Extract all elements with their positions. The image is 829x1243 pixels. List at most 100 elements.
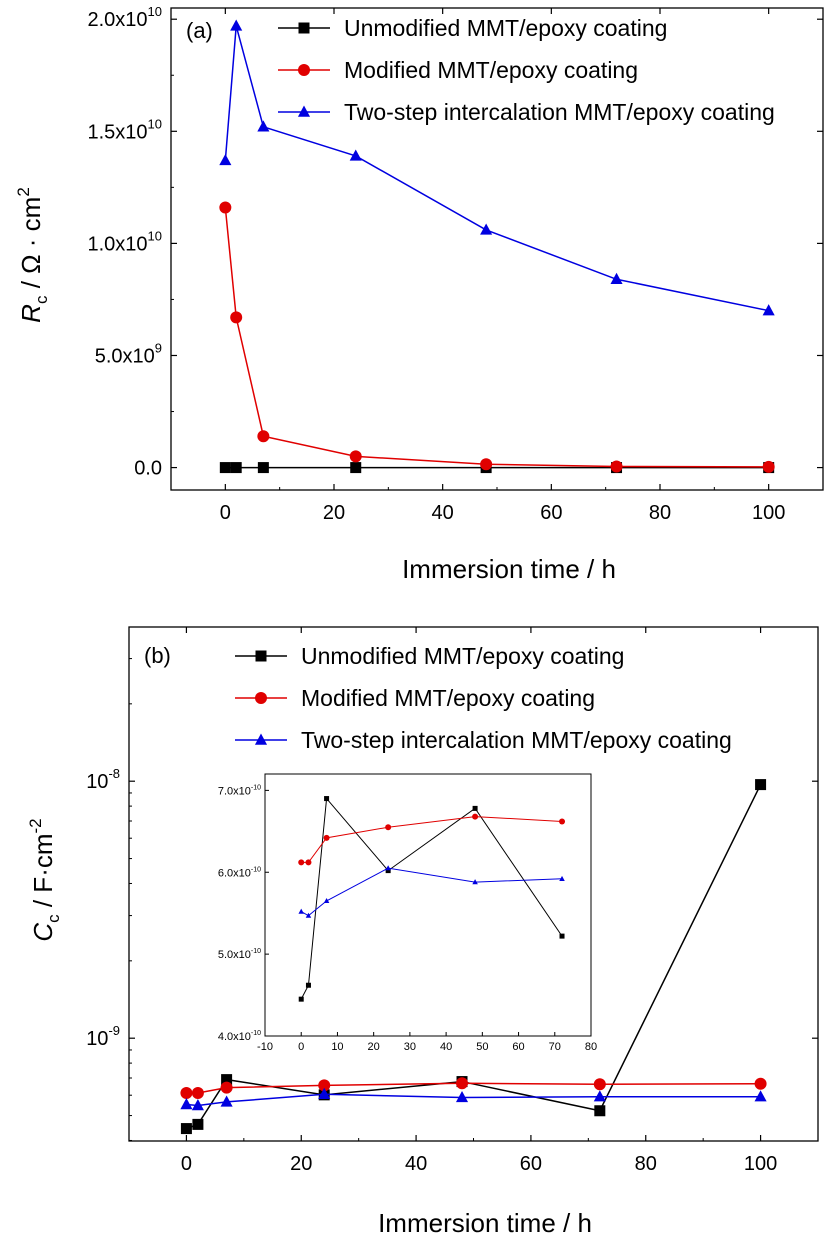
- panel-b-ylabel-sub: c: [44, 914, 63, 923]
- inset-y-tick-label: 5.0x10-10: [218, 948, 261, 961]
- y-tick-label-exp: 10: [148, 116, 162, 131]
- inset-y-tick-label-exp: -10: [251, 784, 261, 791]
- inset-x-tick-label: 40: [440, 1041, 452, 1053]
- y-tick-label-base: 10: [86, 771, 108, 793]
- legend-marker-unmodified: [298, 22, 310, 34]
- legend-marker-two_step: [297, 105, 311, 117]
- inset-x-tick-label: 30: [404, 1041, 416, 1053]
- legend-label-unmodified: Unmodified MMT/epoxy coating: [301, 643, 624, 669]
- inset-modified-data-point: [472, 813, 479, 820]
- y-tick-label-base: 1.5x10: [87, 121, 147, 143]
- two_step-data-point: [754, 1090, 767, 1102]
- panel-a-ylabel-sub: c: [32, 295, 51, 304]
- legend-marker-unmodified: [255, 650, 267, 662]
- panel-a-ylabel-unit: / Ω · cm: [16, 197, 46, 296]
- unmodified-data-point: [192, 1118, 204, 1130]
- inset-two_step-data-point: [472, 879, 478, 885]
- inset-modified-data-point: [385, 824, 392, 831]
- inset-modified-data-point: [298, 859, 305, 866]
- inset-x-tick-label: 70: [549, 1041, 561, 1053]
- y-tick-label: 0.0: [134, 458, 162, 480]
- x-tick-label: 0: [181, 1153, 192, 1175]
- x-tick-label: 100: [744, 1153, 777, 1175]
- inset-x-tick-label: 60: [512, 1041, 524, 1053]
- unmodified-data-point: [594, 1105, 606, 1117]
- inset-x-tick-label: 10: [331, 1041, 343, 1053]
- two_step-data-point: [610, 272, 623, 284]
- two_step-data-point: [593, 1090, 606, 1102]
- inset-unmodified-data-point: [472, 805, 478, 811]
- inset-y-tick-label: 4.0x10-10: [218, 1030, 261, 1043]
- inset-y-tick-label-base: 6.0x10: [218, 867, 251, 879]
- two_step-data-point: [219, 153, 232, 166]
- panel-b-chart: (b) Immersion time / h Cc / F·cm-2 0 20 40…: [26, 626, 819, 1238]
- modified-data-point: [610, 460, 623, 473]
- y-tick-label-exp: -9: [108, 1023, 120, 1038]
- modified-data-point: [219, 201, 232, 214]
- legend-marker-modified: [255, 692, 267, 704]
- y-tick-label-exp: -8: [108, 766, 120, 781]
- modified-data-point: [191, 1087, 204, 1100]
- two_step-data-point: [180, 1098, 193, 1110]
- unmodified-data-point: [257, 462, 269, 474]
- modified-data-point: [180, 1087, 193, 1100]
- two_step-data-point: [762, 304, 775, 316]
- two_step-data-point: [230, 19, 243, 31]
- modified-data-point: [257, 430, 270, 443]
- modified-data-point: [318, 1079, 331, 1092]
- inset-frame: [264, 773, 592, 1037]
- panel-b-ylabel: Cc / F·cm-2: [26, 818, 63, 941]
- x-tick-label: 60: [520, 1153, 542, 1175]
- legend-label-modified: Modified MMT/epoxy coating: [301, 685, 595, 711]
- x-tick-label: 20: [290, 1153, 312, 1175]
- inset-unmodified-data-point: [324, 796, 330, 802]
- modified-data-point: [762, 460, 775, 473]
- panel-a-ylabel-symbol: R: [16, 304, 46, 323]
- x-tick-label: 80: [649, 502, 671, 524]
- legend-label-modified: Modified MMT/epoxy coating: [344, 57, 638, 83]
- two_step-data-point: [318, 1087, 331, 1099]
- y-tick-label: 1.5x1010: [87, 116, 162, 143]
- panel-b-ylabel-sup: -2: [26, 818, 45, 833]
- panel-a-ylabel-sup: 2: [14, 187, 33, 196]
- y-tick-label-base: 1.0x10: [87, 233, 147, 255]
- y-tick-label-exp: 10: [148, 4, 162, 19]
- inset-two_step-data-point: [298, 908, 304, 914]
- modified-data-point: [349, 450, 362, 463]
- y-tick-label: 10-8: [86, 766, 120, 793]
- modified-data-point: [230, 311, 243, 324]
- panel-a-ylabel: Rc / Ω · cm2: [14, 187, 51, 323]
- inset-y-tick-label-base: 7.0x10: [218, 785, 251, 797]
- two_step-data-point: [220, 1095, 233, 1107]
- inset-modified-data-point: [323, 834, 330, 841]
- inset-y-tick-label-exp: -10: [251, 948, 261, 955]
- inset-x-tick-label: -10: [257, 1041, 273, 1053]
- inset-x-tick-label: 0: [298, 1041, 304, 1053]
- unmodified-data-point: [180, 1123, 192, 1135]
- inset-y-tick-label-exp: -10: [251, 1030, 261, 1037]
- y-tick-label: 1.0x1010: [87, 228, 162, 255]
- two_step-series-line: [186, 1093, 761, 1107]
- y-tick-label: 2.0x1010: [87, 4, 162, 31]
- x-tick-label: 20: [323, 502, 345, 524]
- inset-y-tick-label-base: 4.0x10: [218, 1031, 251, 1043]
- modified-data-point: [754, 1077, 767, 1090]
- inset-unmodified-data-point: [385, 868, 391, 874]
- modified-series-line: [224, 207, 769, 468]
- inset-two_step-data-point: [385, 865, 391, 871]
- two_step-data-point: [480, 223, 493, 235]
- y-tick-label-base: 10: [86, 1028, 108, 1050]
- x-tick-label: 0: [220, 502, 231, 524]
- y-tick-label-base: 2.0x10: [87, 9, 147, 31]
- panel-b-xlabel: Immersion time / h: [378, 1208, 592, 1238]
- two_step-data-point: [191, 1099, 204, 1111]
- inset-modified-data-point: [559, 818, 566, 825]
- x-tick-label: 60: [540, 502, 562, 524]
- inset-unmodified-data-point: [305, 982, 311, 988]
- y-tick-label-base: 0.0: [134, 458, 162, 480]
- modified-data-point: [480, 458, 493, 471]
- panel-a-label: (a): [186, 18, 213, 43]
- x-tick-label: 40: [405, 1153, 427, 1175]
- inset-two_step-data-point: [305, 912, 312, 918]
